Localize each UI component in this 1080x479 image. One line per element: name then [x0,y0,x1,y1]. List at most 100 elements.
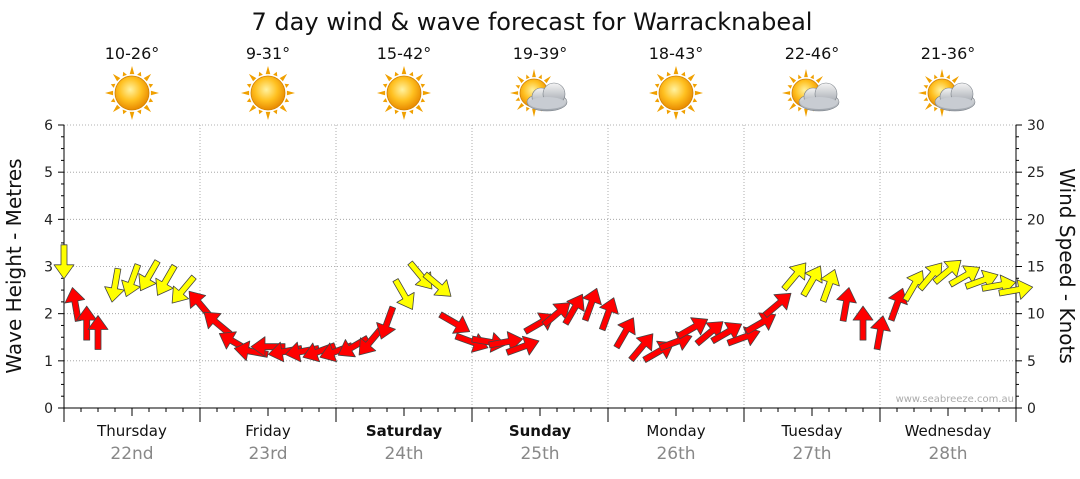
sun-ray [384,73,393,82]
wind-arrow [438,311,471,334]
y-left-tick-label: 2 [44,307,53,323]
y-left-tick-label: 0 [44,401,53,417]
sun-ray [681,71,686,77]
sun-ray [673,111,679,120]
day-date: 25th [520,444,559,464]
sun-ray [798,106,802,112]
sun-ray [815,76,823,84]
y-right-label: Wind Speed - Knots [1055,168,1079,364]
day-temperature: 21-36° [921,44,976,63]
sun-ray [654,98,660,103]
wind-arrow [87,315,109,350]
sun-ray [394,71,399,77]
day-temperature: 18-43° [649,44,704,63]
sun-rays [105,66,159,120]
sun-ray [382,98,388,103]
sun-ray [654,83,660,88]
sun-ray [284,98,290,103]
y-left-tick-label: 3 [44,260,53,276]
sun-rays [377,66,431,120]
day-weekday: Tuesday [780,422,842,440]
day-weekday: Wednesday [905,422,992,440]
sun-ray [923,85,929,89]
day-date: 24th [384,444,423,464]
wind-arrow [613,317,636,350]
sun-ray [804,69,808,78]
sun-ray [129,111,135,120]
sun-ray [420,83,426,88]
wind-arrow [888,287,908,322]
day-date: 28th [928,444,967,464]
sun-ray [401,66,407,75]
cloud [798,82,840,112]
sun-cloud-icon [782,69,840,117]
wind-arrow [53,244,75,280]
day-temperature: 15-42° [377,44,432,63]
day-date: 26th [656,444,695,464]
wind-arrow [562,293,585,326]
wind-arrow [155,263,178,296]
sun-ray [384,104,393,113]
sun-ray [787,97,793,101]
sun-ray [409,71,414,77]
sun-ray [137,71,142,77]
sun-ray [279,104,288,113]
sun-ray [510,91,519,95]
wind-arrow [599,297,619,332]
sun-ray [934,106,938,112]
sun-ray [122,109,127,115]
sun-ray [148,98,154,103]
sun-icon [649,66,703,120]
day-temperature: 19-39° [513,44,568,63]
wind-arrow [250,336,286,358]
day-weekday: Thursday [96,422,167,440]
sun-ray [110,98,116,103]
wind-arrow [762,292,792,318]
sun-ray [265,111,271,120]
sun-ray [286,90,295,96]
sun-ray [415,104,424,113]
wind-arrow [870,315,891,351]
cloud [934,82,976,112]
sun-ray [951,76,959,84]
wind-arrow [998,279,1034,300]
sun-ray [515,97,521,101]
sun-ray [279,73,288,82]
sun-ray [248,104,257,113]
sun-ray [789,76,797,84]
sun-ray [265,66,271,75]
sun-ray [112,73,121,82]
cloud-fill [937,97,973,109]
sun-ray [526,74,530,80]
sun-rays [649,66,703,120]
sun-ray [517,76,525,84]
sun-ray [246,98,252,103]
y-right-tick-label: 20 [1027,212,1045,228]
sun-ray [532,108,536,117]
sun-ray [246,83,252,88]
sun-ray [656,104,665,113]
sun-ray [940,69,944,78]
sun-ray [810,74,814,80]
sun-disc [658,75,694,111]
wind-arrow [800,265,823,298]
y-left-tick-label: 4 [44,212,53,228]
sun-ray [687,104,696,113]
sun-ray [284,83,290,88]
y-right-tick-label: 15 [1027,260,1045,276]
cloud-fill [801,97,837,109]
sun-ray [382,83,388,88]
wind-arrow [505,335,540,356]
wind-arrow [392,278,415,310]
y-right-tick-label: 30 [1027,118,1045,134]
sun-ray [422,90,431,96]
sun-ray [150,90,159,96]
wind-arrow [932,259,962,285]
sun-ray [143,104,152,113]
sun-ray [401,111,407,120]
sun-ray [148,83,154,88]
day-temperature: 9-31° [246,44,290,63]
sun-icon [105,66,159,120]
sun-ray [377,90,386,96]
sun-ray [258,71,263,77]
